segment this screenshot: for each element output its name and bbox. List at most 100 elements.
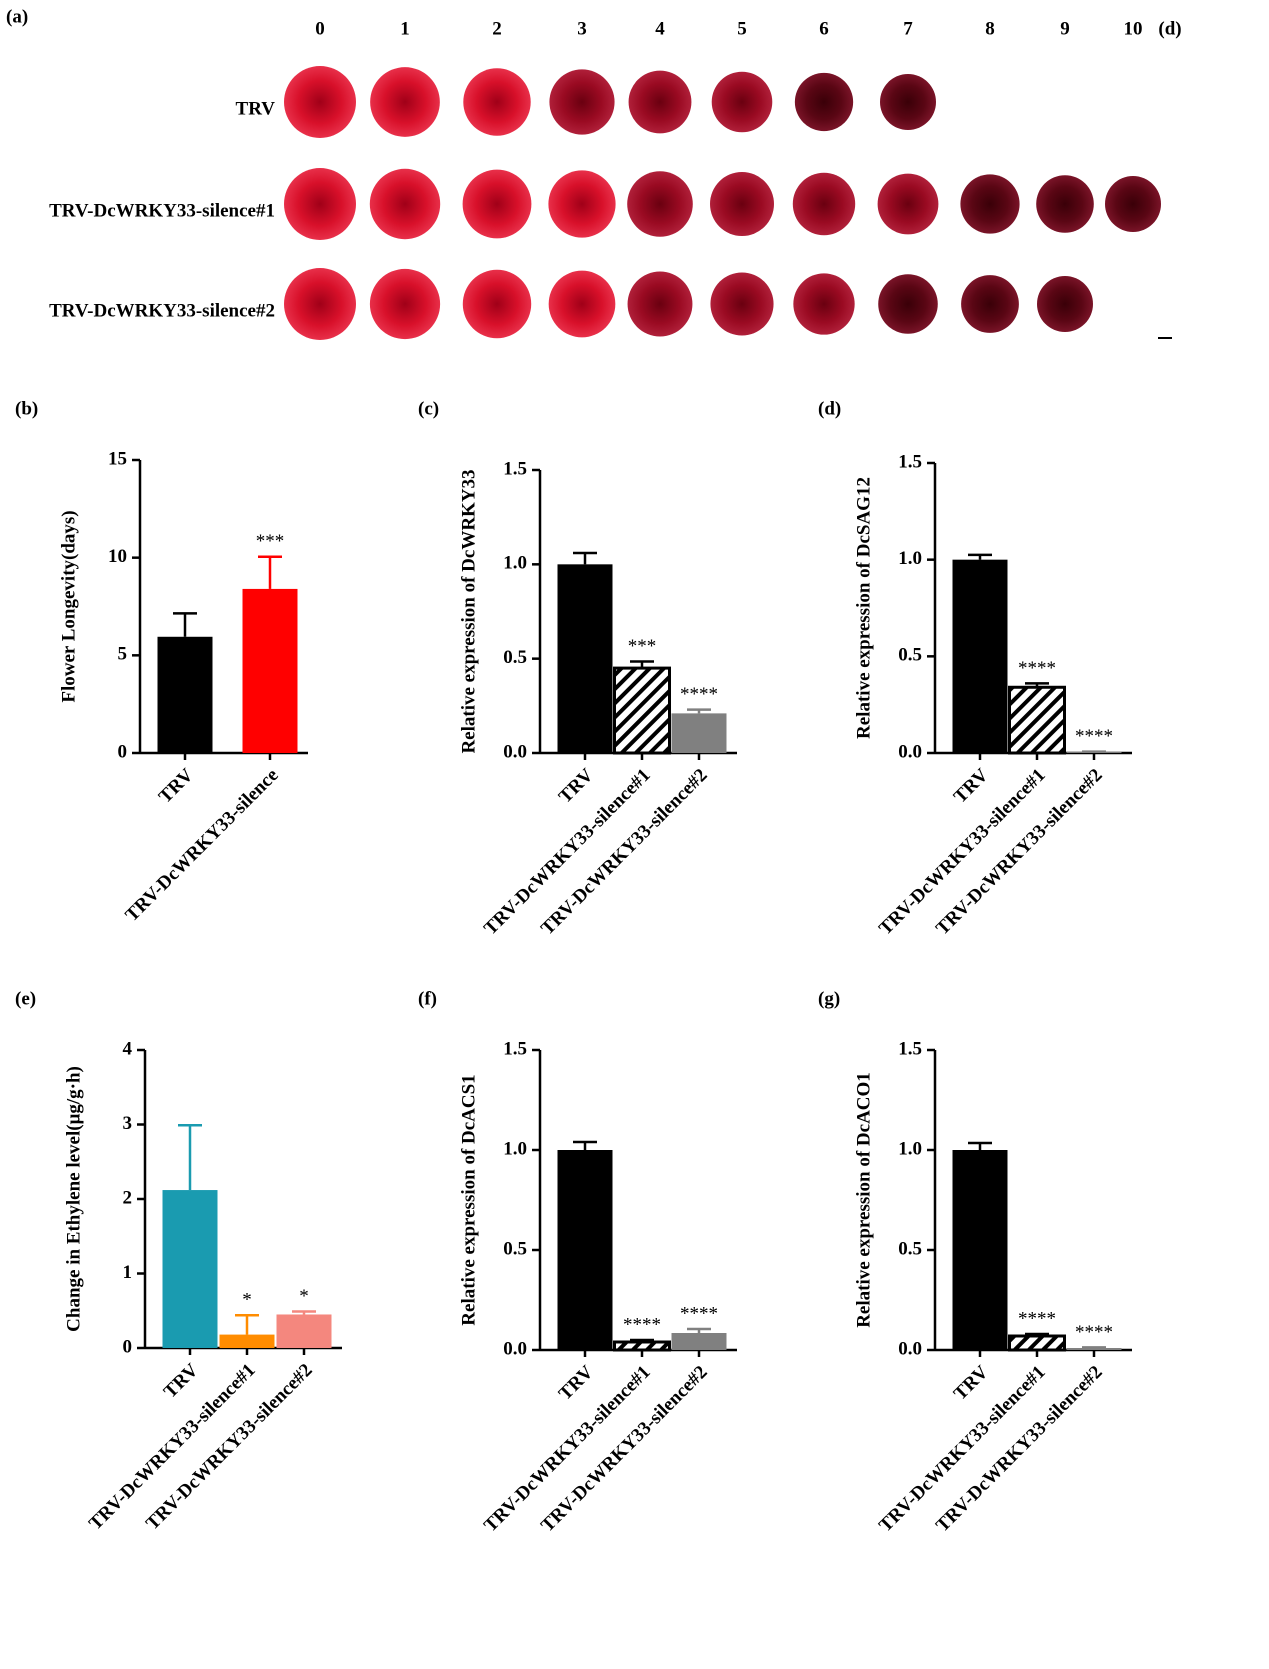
- y-tick-label: 5: [118, 644, 128, 665]
- y-tick-label: 1.5: [898, 451, 922, 472]
- bar: [157, 636, 213, 753]
- flower-photo: [284, 268, 356, 340]
- flower-photo: [369, 168, 441, 240]
- flower-photo: [627, 171, 693, 237]
- flower-photo: [877, 173, 939, 235]
- bar: [557, 1150, 613, 1350]
- y-axis-title: Flower Longevity(days): [58, 510, 79, 702]
- x-tick-label: TRV: [555, 1362, 598, 1405]
- bar: [613, 666, 671, 755]
- y-tick-label: 0: [118, 741, 128, 762]
- row-label: TRV-DcWRKY33-silence#2: [49, 300, 275, 321]
- y-tick-label: 2: [123, 1187, 133, 1208]
- bar: [162, 1190, 218, 1348]
- bar: [671, 1333, 727, 1350]
- significance: ****: [1018, 658, 1056, 679]
- y-tick-label: 0.5: [503, 1238, 527, 1259]
- bar: [276, 1314, 332, 1348]
- y-tick-label: 1.0: [898, 548, 922, 569]
- bar: [671, 713, 727, 753]
- day-label: 8: [985, 18, 995, 39]
- x-tick-label: TRV: [555, 765, 598, 808]
- y-axis-title: Relative expression of DcACO1: [853, 1072, 874, 1328]
- y-tick-label: 10: [108, 546, 127, 567]
- panel-label: (g): [818, 988, 840, 1009]
- y-tick-label: 0.5: [503, 647, 527, 668]
- y-tick-label: 15: [108, 448, 127, 469]
- panel-label: (e): [15, 988, 36, 1009]
- y-tick-label: 0.0: [503, 741, 527, 762]
- y-tick-label: 0.5: [898, 645, 922, 666]
- flower-photo: [793, 273, 855, 335]
- bar: [242, 588, 298, 753]
- flower-photo: [880, 74, 936, 130]
- flower-photo: [1105, 176, 1161, 232]
- flower-photo: [628, 70, 692, 134]
- row-label: TRV-DcWRKY33-silence#1: [49, 200, 275, 221]
- y-tick-label: 1.5: [503, 458, 527, 479]
- day-label: 1: [400, 18, 410, 39]
- flower-photo: [462, 269, 532, 339]
- y-tick-label: 0: [123, 1336, 133, 1357]
- y-axis-title: Change in Ethylene level(μg/g·h): [63, 1066, 84, 1332]
- bar: [557, 564, 613, 753]
- significance: *: [242, 1290, 252, 1311]
- flower-photo: [710, 172, 774, 236]
- y-tick-label: 1: [123, 1262, 133, 1283]
- flower-photo: [370, 67, 440, 137]
- flower-photo: [710, 272, 774, 336]
- bar: [1008, 685, 1066, 755]
- bar: [952, 559, 1008, 753]
- x-tick-label: TRV: [950, 765, 993, 808]
- significance: ***: [628, 636, 657, 657]
- significance: ***: [256, 531, 285, 552]
- y-tick-label: 1.0: [503, 553, 527, 574]
- flower-photo: [369, 268, 441, 340]
- day-unit: (d): [1158, 18, 1181, 39]
- y-tick-label: 0.5: [898, 1238, 922, 1259]
- y-tick-label: 0.0: [898, 741, 922, 762]
- panel-label: (f): [418, 988, 437, 1009]
- y-tick-label: 1.0: [503, 1138, 527, 1159]
- flower-photo: [548, 170, 616, 238]
- y-axis-title: Relative expression of DcWRKY33: [458, 469, 479, 753]
- flower-photo: [284, 168, 356, 240]
- y-tick-label: 1.5: [503, 1038, 527, 1059]
- day-label: 2: [492, 18, 502, 39]
- significance: *: [299, 1286, 309, 1307]
- flower-photo: [1037, 276, 1093, 332]
- y-tick-label: 0.0: [503, 1338, 527, 1359]
- y-tick-label: 4: [123, 1038, 133, 1059]
- x-tick-label: TRV: [950, 1362, 993, 1405]
- flower-photo: [548, 270, 616, 338]
- flower-photo: [878, 274, 938, 334]
- flower-photo: [284, 66, 356, 138]
- flower-photo: [794, 72, 854, 132]
- day-label: 6: [819, 18, 829, 39]
- panel-label: (b): [15, 398, 38, 419]
- significance: ****: [680, 684, 718, 705]
- day-label: 4: [655, 18, 665, 39]
- bar: [1066, 752, 1122, 753]
- day-label: 9: [1060, 18, 1070, 39]
- day-label: 3: [577, 18, 587, 39]
- flower-photo: [549, 69, 615, 135]
- flower-photo: [1036, 175, 1094, 233]
- bar: [1008, 1334, 1066, 1352]
- flower-photo: [961, 275, 1019, 333]
- day-label: 0: [315, 18, 325, 39]
- flower-photo: [462, 169, 532, 239]
- flower-photo: [960, 174, 1020, 234]
- day-label: 10: [1124, 18, 1143, 39]
- bar: [952, 1150, 1008, 1350]
- flower-photo: [792, 172, 856, 236]
- x-tick-label: TRV-DcWRKY33-silence: [121, 765, 282, 926]
- day-label: 7: [903, 18, 913, 39]
- panel-label: (c): [418, 398, 439, 419]
- significance: ****: [680, 1303, 718, 1324]
- flower-photo: [711, 71, 773, 133]
- flower-photo: [463, 68, 531, 136]
- y-axis-title: Relative expression of DcACS1: [458, 1074, 479, 1325]
- y-tick-label: 0.0: [898, 1338, 922, 1359]
